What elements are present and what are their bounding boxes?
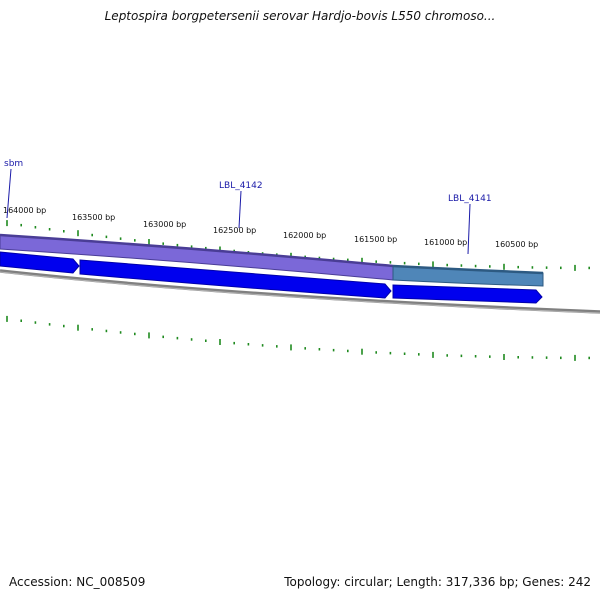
topology-label: Topology:: [284, 575, 341, 589]
scale-label: 164000 bp: [3, 206, 46, 215]
scale-label: 161500 bp: [354, 235, 397, 244]
length-label: Length:: [396, 575, 442, 589]
backbone-highlight: [0, 271, 600, 314]
gene-arrow-3[interactable]: [392, 284, 543, 304]
scale-label: 160500 bp: [495, 240, 538, 249]
gene-label-lbl-4141[interactable]: LBL_4141: [448, 194, 492, 204]
gene-arrow-2[interactable]: [79, 259, 392, 299]
gene-leader-line: [467, 203, 471, 255]
genes-value: 242: [568, 575, 591, 589]
genome-summary: Topology: circular; Length: 317,336 bp; …: [284, 575, 591, 589]
topology-value: circular: [344, 575, 389, 589]
gene-leader-line: [238, 190, 242, 229]
inner-tick-marks: [6, 315, 591, 361]
gene-label-sbm[interactable]: sbm: [4, 159, 23, 169]
scale-label: 162000 bp: [283, 231, 326, 240]
scale-label: 163500 bp: [72, 213, 115, 222]
length-value: 317,336 bp: [445, 575, 515, 589]
accession-value: NC_008509: [76, 575, 146, 589]
scale-label: 163000 bp: [143, 220, 186, 229]
map-title: Leptospira borgpetersenii serovar Hardjo…: [104, 9, 496, 23]
gene-leader-line: [6, 168, 12, 219]
scale-label: 161000 bp: [424, 238, 467, 247]
genes-label: Genes:: [522, 575, 565, 589]
gene-label-lbl-4142[interactable]: LBL_4142: [219, 181, 263, 191]
feature-band-purple-edge: [0, 233, 394, 268]
accession-info: Accession: NC_008509: [9, 575, 145, 589]
accession-label: Accession:: [9, 575, 73, 589]
separator: ;: [514, 575, 523, 589]
separator: ;: [388, 575, 397, 589]
scale-label: 162500 bp: [213, 226, 256, 235]
gene-arrow-1[interactable]: [0, 251, 80, 274]
genome-backbone: [0, 269, 600, 314]
feature-band-teal-edge: [392, 264, 544, 275]
